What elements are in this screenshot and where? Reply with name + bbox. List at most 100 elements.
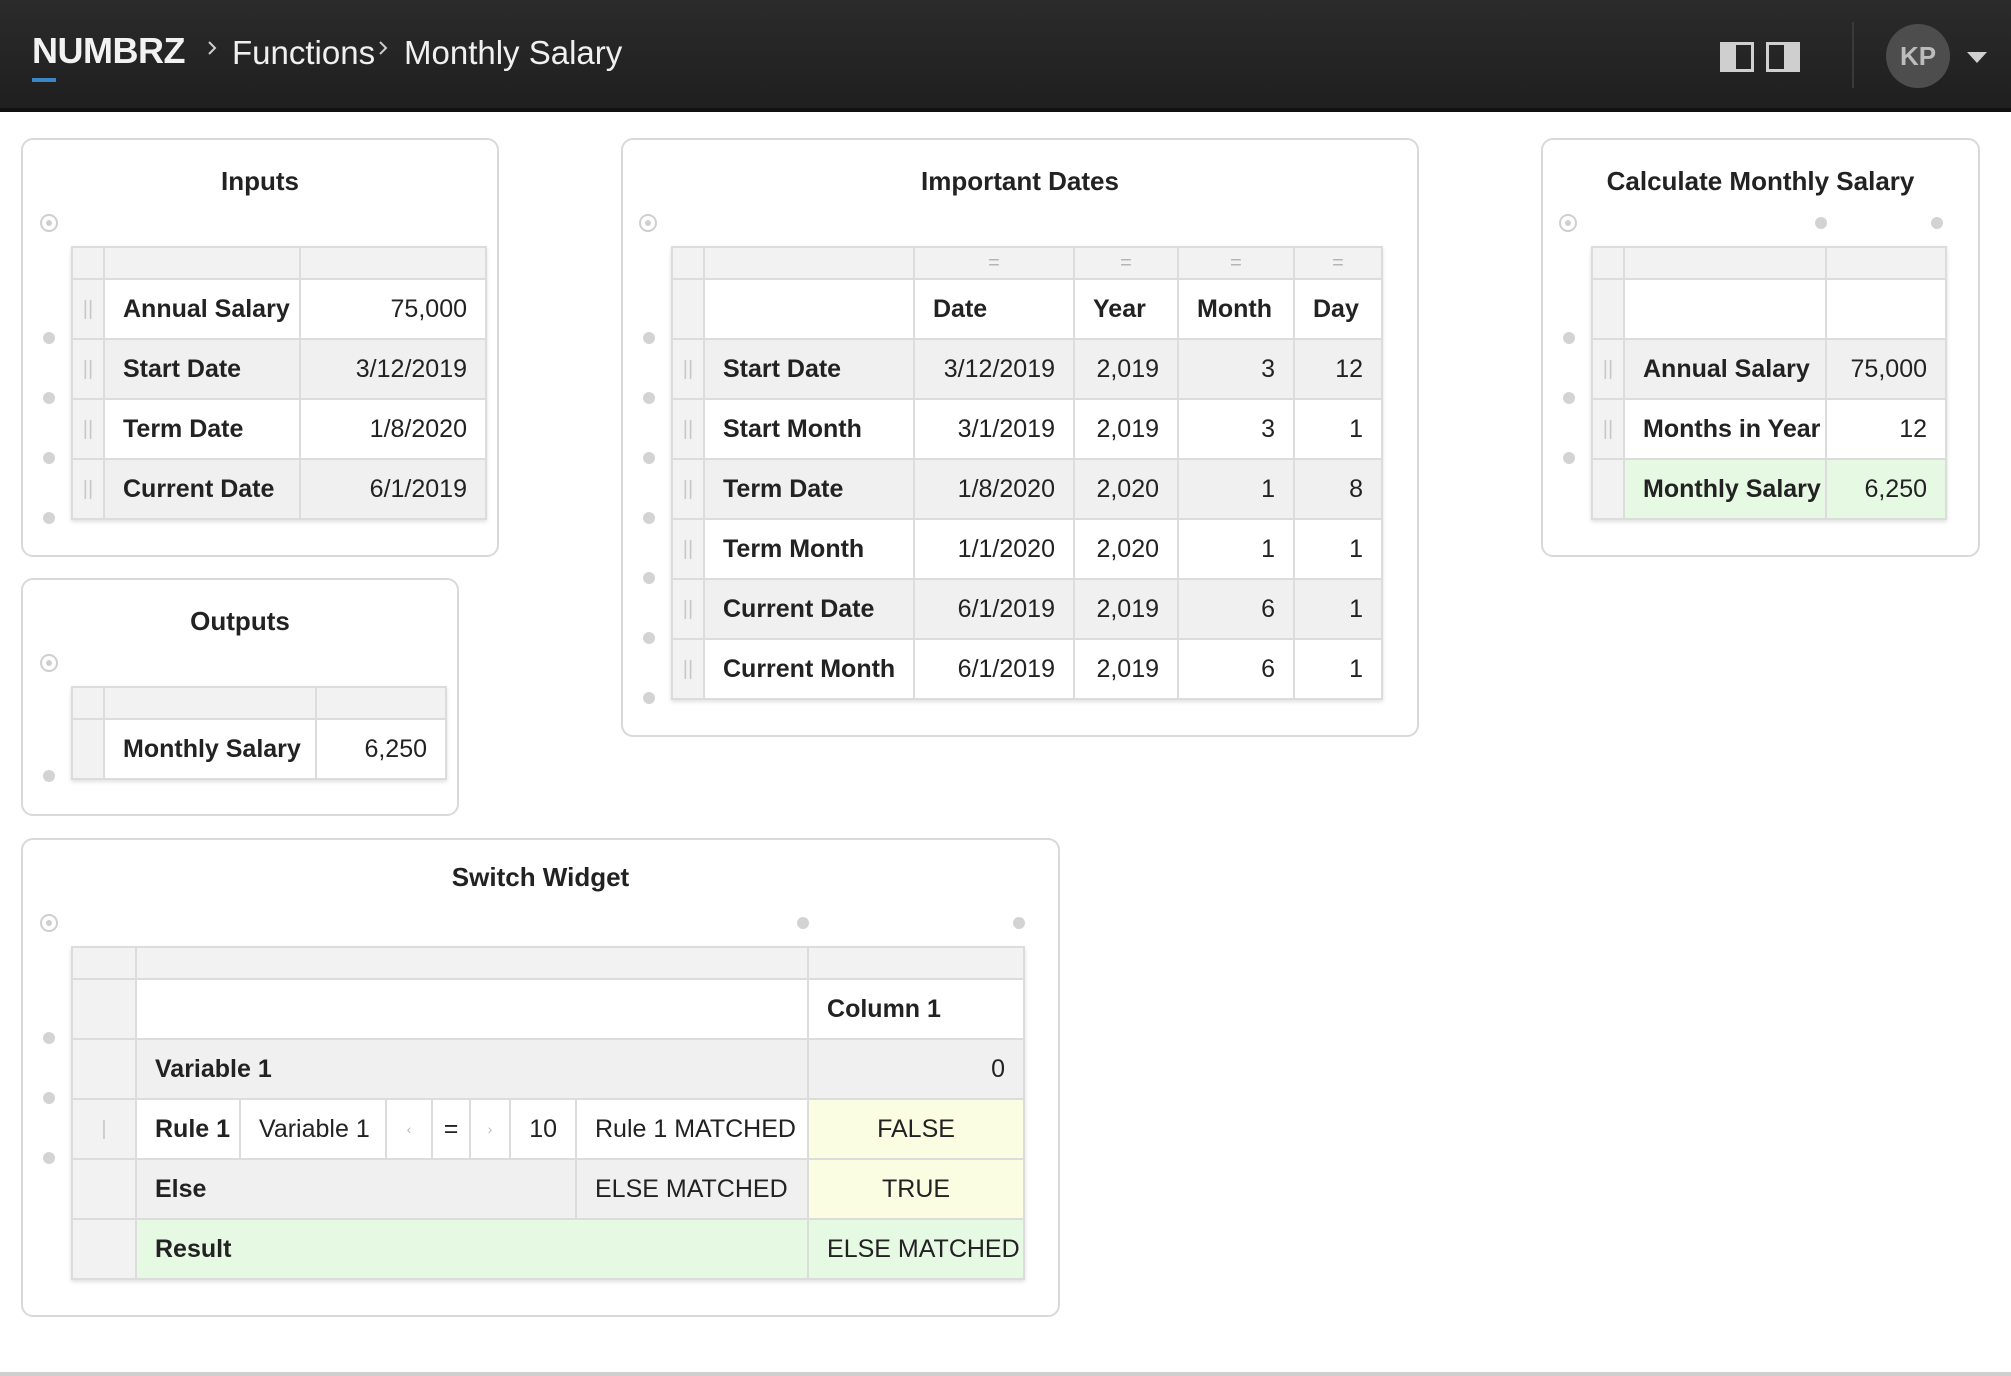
empty-cell[interactable] <box>1623 278 1827 340</box>
anchor-icon[interactable] <box>40 214 58 232</box>
row-connector-dot[interactable] <box>643 692 655 704</box>
date-value[interactable]: 3/12/2019 <box>913 338 1075 400</box>
column-header[interactable] <box>299 246 487 280</box>
column-header[interactable] <box>1623 246 1827 280</box>
drag-handle-icon[interactable]: | <box>71 1098 137 1160</box>
date-value[interactable]: 1/8/2020 <box>913 458 1075 520</box>
row-handle[interactable] <box>71 1218 137 1280</box>
drag-handle-icon[interactable]: || <box>71 338 105 400</box>
row-label[interactable]: Current Date <box>103 458 301 520</box>
day-value[interactable]: 1 <box>1293 638 1383 700</box>
column-header[interactable] <box>1825 246 1947 280</box>
row-label[interactable]: Annual Salary <box>1623 338 1827 400</box>
layout-left-icon[interactable] <box>1720 42 1754 72</box>
else-result-text[interactable]: ELSE MATCHED <box>574 1158 810 1220</box>
drag-handle-icon[interactable]: || <box>71 398 105 460</box>
row-connector-dot[interactable] <box>643 632 655 644</box>
row-connector-dot[interactable] <box>43 770 55 782</box>
date-value[interactable]: 1/1/2020 <box>913 518 1075 580</box>
column-title[interactable]: Column 1 <box>807 978 1026 1040</box>
row-connector-dot[interactable] <box>1563 392 1575 404</box>
row-connector-dot[interactable] <box>43 332 55 344</box>
row-label[interactable]: Term Date <box>103 398 301 460</box>
anchor-icon[interactable] <box>639 214 657 232</box>
month-value[interactable]: 3 <box>1177 338 1295 400</box>
variable-label[interactable]: Variable 1 <box>134 1038 810 1100</box>
column-title-month[interactable]: Month <box>1177 278 1295 340</box>
row-connector-dot[interactable] <box>1563 452 1575 464</box>
day-value[interactable]: 1 <box>1293 398 1383 460</box>
row-connector-dot[interactable] <box>643 332 655 344</box>
year-value[interactable]: 2,020 <box>1073 518 1179 580</box>
row-handle[interactable] <box>71 1038 137 1100</box>
column-connector-dot[interactable] <box>797 917 809 929</box>
drag-handle-icon[interactable]: || <box>71 278 105 340</box>
else-label[interactable]: Else <box>135 1158 577 1220</box>
empty-cell[interactable] <box>703 278 915 340</box>
column-title-date[interactable]: Date <box>913 278 1075 340</box>
rule-operator[interactable]: = <box>431 1098 471 1160</box>
day-value[interactable]: 12 <box>1293 338 1383 400</box>
day-value[interactable]: 8 <box>1293 458 1383 520</box>
row-connector-dot[interactable] <box>643 452 655 464</box>
row-handle[interactable] <box>71 718 105 780</box>
month-value[interactable]: 1 <box>1177 458 1295 520</box>
column-title-year[interactable]: Year <box>1073 278 1179 340</box>
date-value[interactable]: 6/1/2019 <box>913 638 1075 700</box>
rule-result-text[interactable]: Rule 1 MATCHED <box>574 1098 810 1160</box>
year-value[interactable]: 2,019 <box>1073 578 1179 640</box>
app-logo[interactable]: NUMBRZ <box>32 30 185 71</box>
drag-handle-icon[interactable]: || <box>671 638 705 700</box>
caret-down-icon[interactable] <box>1967 52 1987 63</box>
row-value[interactable]: 6,250 <box>315 718 447 780</box>
arrow-right-icon[interactable]: › <box>469 1098 511 1160</box>
row-connector-dot[interactable] <box>43 452 55 464</box>
date-value[interactable]: 3/1/2019 <box>913 398 1075 460</box>
row-connector-dot[interactable] <box>643 392 655 404</box>
result-label[interactable]: Result <box>134 1218 810 1280</box>
empty-cell[interactable] <box>134 978 810 1040</box>
month-value[interactable]: 6 <box>1177 578 1295 640</box>
row-handle[interactable] <box>671 278 705 340</box>
drag-handle-icon[interactable]: || <box>71 458 105 520</box>
row-label[interactable]: Monthly Salary <box>103 718 317 780</box>
row-handle[interactable] <box>1591 458 1625 520</box>
row-connector-dot[interactable] <box>43 512 55 524</box>
rule-variable-select[interactable]: Variable 1 <box>239 1098 387 1160</box>
column-header[interactable] <box>103 686 317 720</box>
sort-icon[interactable]: = <box>1177 246 1295 280</box>
column-header[interactable] <box>807 946 1026 980</box>
row-connector-dot[interactable] <box>1563 332 1575 344</box>
drag-handle-icon[interactable]: || <box>671 398 705 460</box>
drag-handle-icon[interactable]: || <box>671 518 705 580</box>
row-connector-dot[interactable] <box>643 512 655 524</box>
layout-right-icon[interactable] <box>1766 42 1800 72</box>
drag-handle-icon[interactable]: || <box>671 578 705 640</box>
year-value[interactable]: 2,020 <box>1073 458 1179 520</box>
row-value[interactable]: 6/1/2019 <box>299 458 487 520</box>
drag-handle-icon[interactable]: || <box>671 338 705 400</box>
month-value[interactable]: 6 <box>1177 638 1295 700</box>
row-value[interactable]: 75,000 <box>299 278 487 340</box>
month-value[interactable]: 3 <box>1177 398 1295 460</box>
row-handle[interactable] <box>1591 278 1625 340</box>
month-value[interactable]: 1 <box>1177 518 1295 580</box>
day-value[interactable]: 1 <box>1293 518 1383 580</box>
column-connector-dot[interactable] <box>1815 217 1827 229</box>
column-header[interactable] <box>134 946 810 980</box>
year-value[interactable]: 2,019 <box>1073 638 1179 700</box>
row-label[interactable]: Start Month <box>703 398 915 460</box>
year-value[interactable]: 2,019 <box>1073 338 1179 400</box>
row-label[interactable]: Monthly Salary <box>1623 458 1827 520</box>
column-header[interactable] <box>703 246 915 280</box>
column-connector-dot[interactable] <box>1931 217 1943 229</box>
arrow-left-icon[interactable]: ‹ <box>385 1098 433 1160</box>
row-handle[interactable] <box>71 1158 137 1220</box>
rule-compare-value[interactable]: 10 <box>509 1098 577 1160</box>
row-value[interactable]: 6,250 <box>1825 458 1947 520</box>
row-label[interactable]: Months in Year <box>1623 398 1827 460</box>
result-value[interactable]: ELSE MATCHED <box>807 1218 1026 1280</box>
row-connector-dot[interactable] <box>43 1032 55 1044</box>
row-label[interactable]: Term Month <box>703 518 915 580</box>
rule-value[interactable]: FALSE <box>807 1098 1026 1160</box>
